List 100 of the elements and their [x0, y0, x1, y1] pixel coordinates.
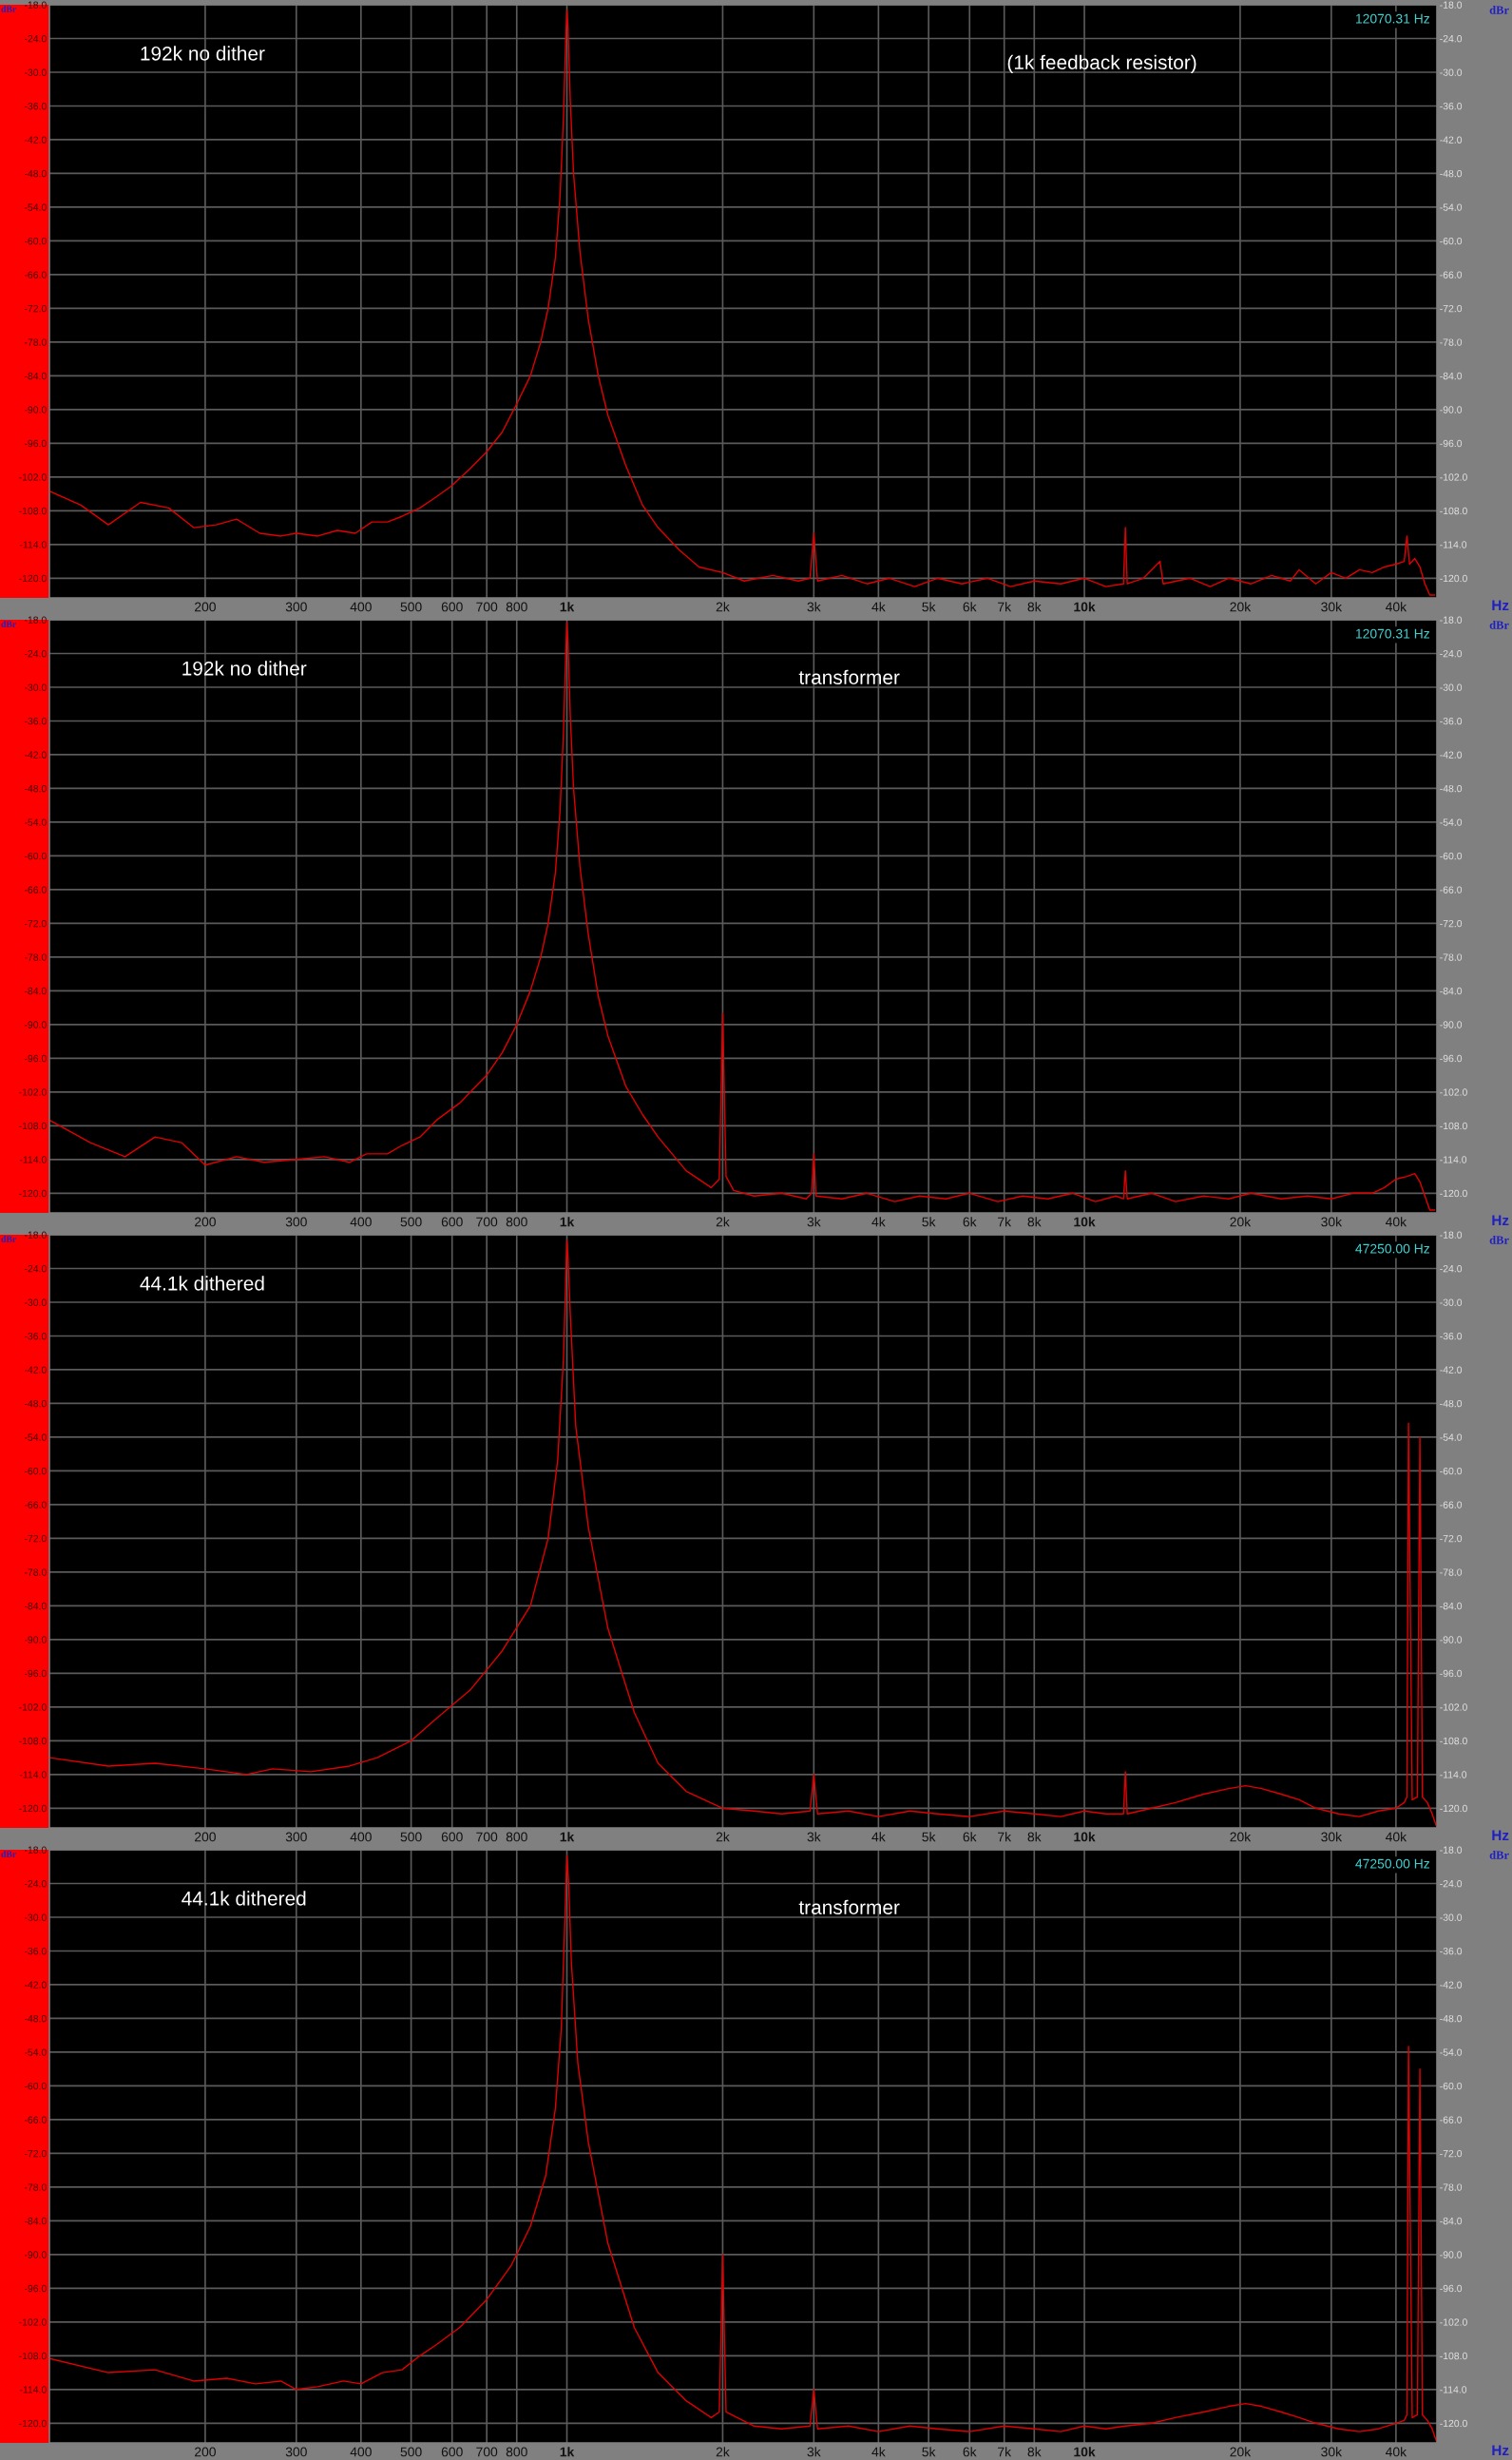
y2-tick-label: -90.0 — [1440, 1021, 1463, 1028]
x-tick-label: 8k — [1027, 2447, 1042, 2457]
y-tick-label: -36.0 — [24, 1332, 47, 1340]
annotation: (1k feedback resistor) — [1007, 54, 1196, 74]
y-tick-label: -30.0 — [24, 683, 47, 691]
x-tick-label: 30k — [1321, 1217, 1343, 1227]
y2-tick-label: -42.0 — [1440, 1981, 1463, 1989]
y2-tick-label: -84.0 — [1440, 987, 1463, 995]
y2-tick-label: -72.0 — [1440, 1534, 1463, 1543]
x-tick-label: 2k — [716, 2447, 730, 2457]
x-tick-label: 8k — [1027, 1217, 1042, 1227]
y2-tick-label: -54.0 — [1440, 203, 1463, 211]
x-tick-label: 5k — [922, 1832, 936, 1842]
y2-tick-label: -102.0 — [1440, 2318, 1467, 2326]
y-tick-label: -48.0 — [24, 1399, 47, 1408]
y2-tick-label: -114.0 — [1440, 2386, 1467, 2393]
y-tick-label: -24.0 — [24, 649, 47, 658]
y2-tick-label: -24.0 — [1440, 1264, 1463, 1273]
y2-tick-label: -42.0 — [1440, 136, 1463, 144]
y2-tick-label: -114.0 — [1440, 1156, 1467, 1163]
y-tick-label: -96.0 — [24, 1669, 47, 1678]
x-tick-label: 10k — [1074, 1832, 1096, 1842]
y2-axis-title: dBr — [1489, 1851, 1509, 1859]
y2-tick-label: -30.0 — [1440, 683, 1463, 691]
y2-tick-label: -102.0 — [1440, 473, 1467, 481]
y2-tick-label: -66.0 — [1440, 1501, 1463, 1509]
x-tick-label: 4k — [871, 602, 886, 612]
y-tick-label: -102.0 — [19, 1703, 47, 1711]
y-tick-label: -36.0 — [24, 1947, 47, 1955]
y2-tick-label: -48.0 — [1440, 169, 1463, 178]
y-tick-label: -78.0 — [24, 2183, 47, 2191]
y2-tick-label: -60.0 — [1440, 1467, 1463, 1475]
y-tick-label: -36.0 — [24, 717, 47, 725]
annotation: 12070.31 Hz — [1356, 628, 1430, 639]
annotation: 192k no dither — [141, 46, 265, 61]
x-tick-label: 20k — [1230, 1217, 1252, 1227]
x-tick-label: 1k — [560, 602, 575, 612]
y-tick-label: -90.0 — [24, 406, 47, 413]
x-tick-label: 200 — [195, 2447, 216, 2457]
y-tick-label: -108.0 — [19, 2352, 47, 2360]
y-tick-label: -72.0 — [24, 1534, 47, 1543]
y-tick-label: -108.0 — [19, 1122, 47, 1130]
y2-tick-label: -84.0 — [1440, 372, 1463, 380]
x-tick-label: 700 — [476, 2447, 498, 2457]
y2-axis-title: dBr — [1489, 621, 1509, 629]
y-tick-label: -42.0 — [24, 1981, 47, 1989]
y-tick-label: -24.0 — [24, 1264, 47, 1273]
y2-tick-label: -36.0 — [1440, 102, 1463, 110]
y-tick-label: -114.0 — [19, 541, 47, 548]
y-axis-title: dBr — [1, 1851, 16, 1857]
y-tick-label: -78.0 — [24, 1568, 47, 1576]
y-tick-label: -114.0 — [19, 2386, 47, 2393]
y-tick-label: -60.0 — [24, 852, 47, 860]
y2-tick-label: -96.0 — [1440, 439, 1463, 448]
y-tick-label: -78.0 — [24, 953, 47, 961]
y-tick-label: -120.0 — [19, 2419, 47, 2428]
y2-tick-label: -72.0 — [1440, 919, 1463, 928]
y-tick-label: -120.0 — [19, 574, 47, 583]
y2-tick-label: -96.0 — [1440, 1054, 1463, 1063]
x-tick-label: 400 — [350, 1217, 372, 1227]
x-tick-label: 600 — [441, 2447, 463, 2457]
y-tick-label: -36.0 — [24, 102, 47, 110]
y-tick-label: -102.0 — [19, 2318, 47, 2326]
y2-tick-label: -30.0 — [1440, 68, 1463, 76]
x-tick-label: 2k — [716, 1832, 730, 1842]
x-tick-label: 20k — [1230, 602, 1252, 612]
y2-tick-label: -54.0 — [1440, 1433, 1463, 1441]
x-tick-label: 1k — [560, 1832, 575, 1842]
y-tick-label: -90.0 — [24, 1636, 47, 1643]
y-tick-label: -114.0 — [19, 1771, 47, 1778]
x-tick-label: 8k — [1027, 1832, 1042, 1842]
y2-axis-title: dBr — [1489, 1236, 1509, 1244]
x-tick-label: 3k — [807, 1832, 821, 1842]
y2-tick-label: -36.0 — [1440, 717, 1463, 725]
x-tick-label: 6k — [963, 2447, 977, 2457]
x-tick-label: 40k — [1386, 2447, 1407, 2457]
x-tick-label: 800 — [506, 602, 527, 612]
x-tick-label: 40k — [1386, 1217, 1407, 1227]
y2-tick-label: -114.0 — [1440, 541, 1467, 548]
y-tick-label: -108.0 — [19, 1737, 47, 1745]
y-tick-label: -42.0 — [24, 1366, 47, 1374]
x-tick-label: 10k — [1074, 602, 1096, 612]
x-tick-label: 7k — [998, 2447, 1012, 2457]
y2-tick-label: -18.0 — [1440, 616, 1463, 624]
y2-tick-label: -96.0 — [1440, 1669, 1463, 1678]
y2-tick-label: -42.0 — [1440, 751, 1463, 759]
y2-tick-label: -18.0 — [1440, 1231, 1463, 1239]
x-tick-label: 20k — [1230, 1832, 1252, 1842]
y-tick-label: -42.0 — [24, 751, 47, 759]
y2-axis-title: dBr — [1489, 6, 1509, 14]
y2-tick-label: -48.0 — [1440, 784, 1463, 793]
y-tick-label: -66.0 — [24, 886, 47, 894]
annotation: 47250.00 Hz — [1355, 1243, 1430, 1254]
y2-tick-label: -114.0 — [1440, 1771, 1467, 1778]
y-tick-label: -72.0 — [24, 304, 47, 313]
y2-tick-label: -48.0 — [1440, 1399, 1463, 1408]
y2-tick-label: -84.0 — [1440, 1602, 1463, 1610]
x-tick-label: 6k — [963, 602, 977, 612]
annotation: transformer — [798, 669, 900, 684]
y-tick-label: -120.0 — [19, 1804, 47, 1813]
